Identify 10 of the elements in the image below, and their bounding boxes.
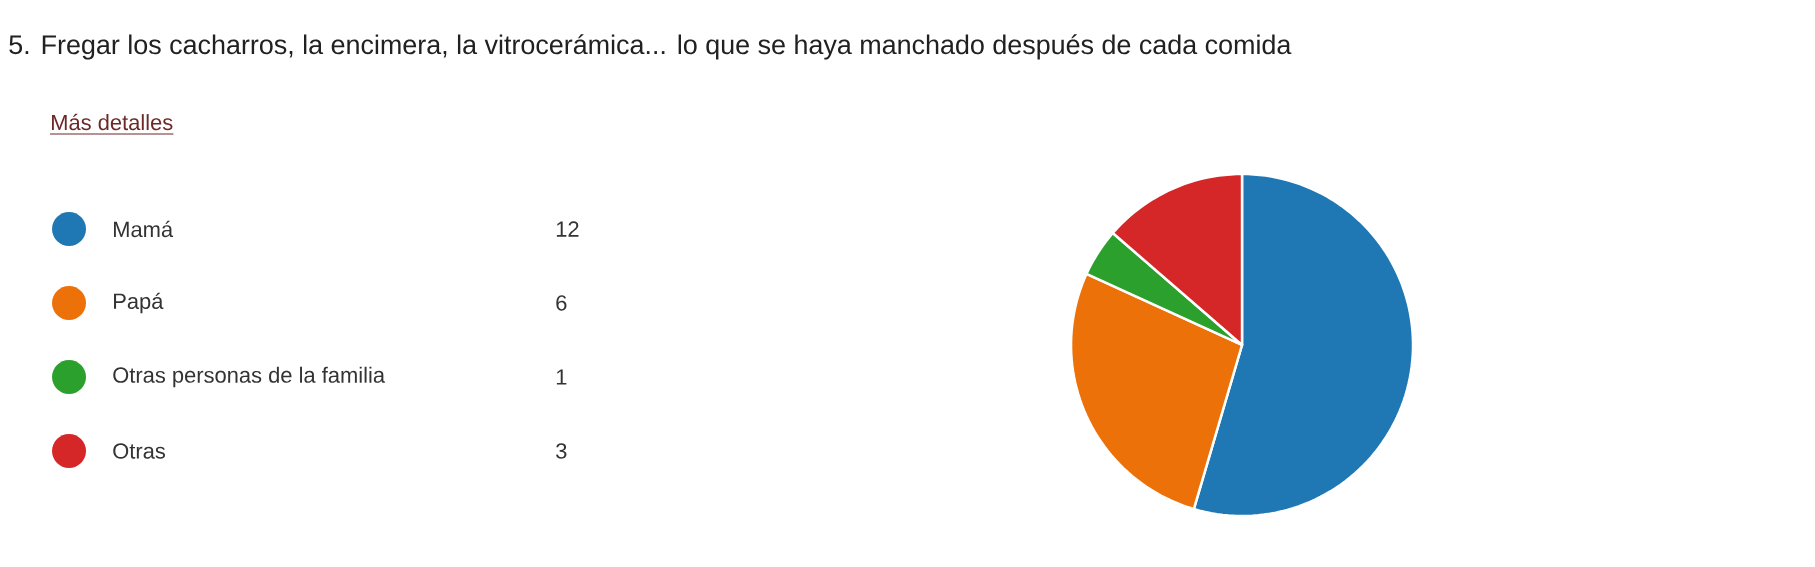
- data-label: 6: [556, 295, 567, 311]
- data-label: 1: [556, 369, 567, 385]
- legend-label: Papá: [114, 292, 164, 314]
- chart-title: 5. Fregar los cacharros, la encimera, la vitrocerámica... lo que se haya manchado después de cada comida: [9, 34, 1292, 60]
- data-label: 12: [556, 221, 579, 237]
- text: Más detalles: [52, 113, 173, 131]
- legend-label: Otras: [113, 443, 166, 459]
- data-label: 3: [556, 443, 567, 459]
- legend-label: Mamá: [114, 220, 174, 238]
- legend-label: Otras personas de la familia: [113, 366, 386, 388]
